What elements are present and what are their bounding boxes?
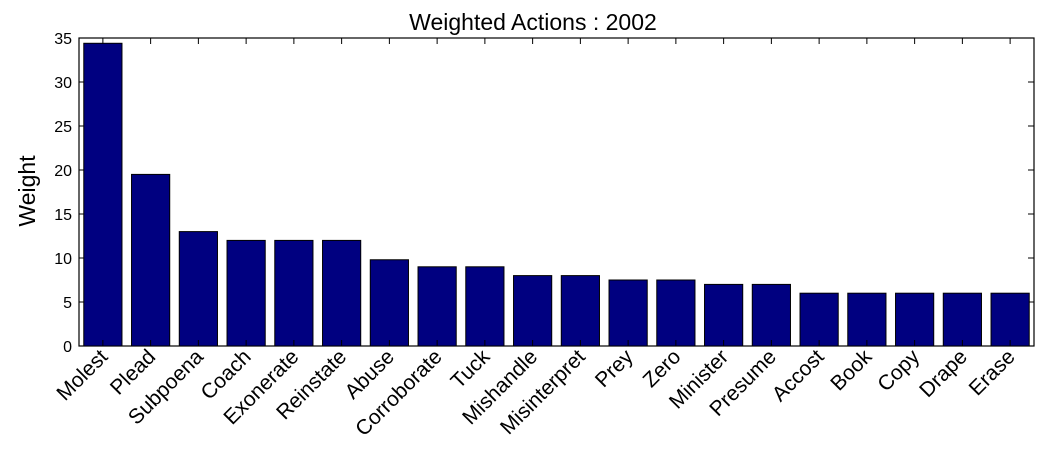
bar-copy (895, 292, 935, 347)
y-tick-label: 10 (54, 251, 72, 268)
bar-mishandle (513, 275, 553, 347)
bar-misinterpret (560, 275, 600, 347)
bar-subpoena (178, 231, 218, 347)
y-axis-label: Weight (14, 155, 40, 227)
x-tick-label: Erase (965, 345, 1020, 400)
y-tick-label: 35 (54, 31, 72, 48)
y-tick-label: 0 (63, 339, 72, 356)
y-tick-label: 5 (63, 295, 72, 312)
x-tick-label: Drape (915, 345, 972, 402)
bar-prey (608, 279, 648, 347)
bar-drape (942, 292, 982, 347)
bar-erase (990, 292, 1030, 347)
x-tick-label: Molest (52, 345, 112, 405)
bar-coach (226, 239, 266, 347)
bar-minister (704, 283, 744, 347)
bar-zero (656, 279, 696, 347)
axes-frame (78, 37, 1035, 347)
bar-exonerate (274, 239, 314, 347)
bar-abuse (369, 259, 409, 347)
chart-title: Weighted Actions : 2002 (409, 9, 657, 35)
bar-corroborate (417, 266, 457, 347)
bar-tuck (465, 266, 505, 347)
x-tick-label: Prey (591, 345, 638, 392)
bar-molest (83, 42, 123, 347)
bar-reinstate (322, 239, 362, 347)
x-tick-label: Book (826, 345, 876, 395)
bar-presume (751, 283, 791, 347)
bar-book (847, 292, 887, 347)
y-tick-label: 25 (54, 119, 72, 136)
x-tick-label: Accost (768, 345, 829, 406)
bar-accost (799, 292, 839, 347)
y-tick-label: 15 (54, 207, 72, 224)
y-tick-label: 30 (54, 75, 72, 92)
y-tick-label: 20 (54, 163, 72, 180)
plot-area: 05101520253035MolestPleadSubpoenaCoachEx… (52, 31, 1035, 441)
bar-plead (131, 173, 171, 347)
